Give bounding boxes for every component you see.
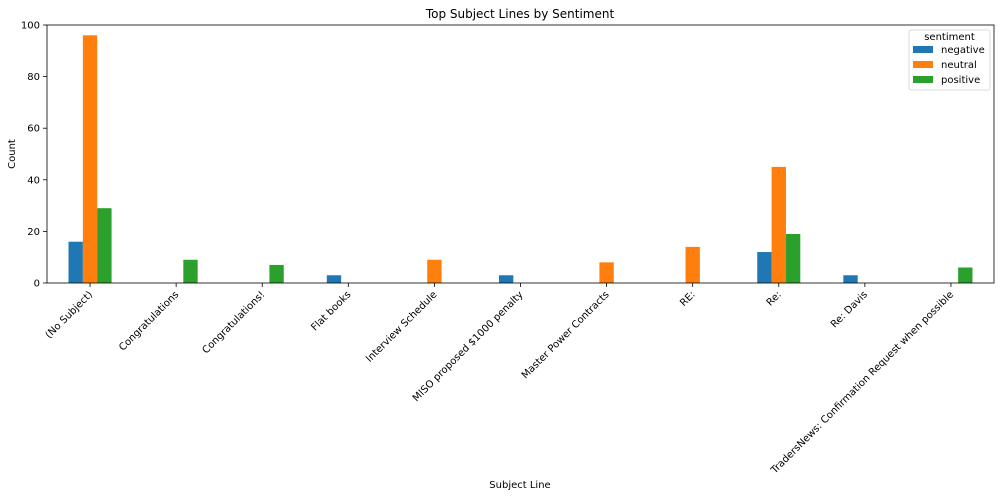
bar-neutral <box>685 246 700 283</box>
x-tick-label: RE: <box>678 289 698 309</box>
legend-box <box>908 29 991 91</box>
x-tick-label: Interview Schedule <box>364 289 439 364</box>
y-tick-label: 20 <box>27 227 40 238</box>
x-tick-label: TradersNews: Confirmation Request when p… <box>769 289 956 476</box>
bar-neutral <box>771 166 786 283</box>
x-tick-label: (No Subject) <box>44 289 96 341</box>
legend-swatch-positive <box>913 76 933 83</box>
bar-positive <box>183 259 198 283</box>
bar-negative <box>498 275 514 283</box>
legend-swatch-negative <box>913 46 933 53</box>
bar-positive <box>785 233 801 283</box>
bar-positive <box>958 267 973 283</box>
bar-neutral <box>427 259 442 283</box>
y-tick-label: 100 <box>21 21 40 32</box>
y-tick-label: 60 <box>27 124 40 135</box>
legend-title: sentiment <box>924 32 975 43</box>
bar-negative <box>326 275 342 283</box>
bar-positive <box>97 208 112 283</box>
x-tick-label: Flat books <box>309 289 353 333</box>
legend: sentiment negative neutral positive <box>908 29 991 91</box>
x-axis-label: Subject Line <box>489 480 550 491</box>
bar-neutral <box>82 35 98 283</box>
x-tick-label: Re: <box>765 289 784 308</box>
chart-title: Top Subject Lines by Sentiment <box>425 7 615 21</box>
y-tick-label: 0 <box>34 279 40 290</box>
x-tick-label: Re: Davis <box>829 289 870 330</box>
x-tick-label: Congratulations! <box>200 289 267 356</box>
x-tick-label: Congratulations <box>117 289 181 353</box>
bar-negative <box>68 241 83 283</box>
x-tick-label: Master Power Contracts <box>520 289 612 381</box>
plot-area: 0 20 40 60 80 100 (No Subject) Congratulations C… <box>21 21 995 477</box>
bar-neutral <box>599 262 614 283</box>
legend-entry-negative: negative <box>941 45 985 56</box>
bar-negative <box>843 275 858 283</box>
plot-frame <box>46 24 995 284</box>
y-axis-label: Count <box>7 139 18 169</box>
legend-swatch-neutral <box>913 61 933 68</box>
legend-entry-neutral: neutral <box>941 60 977 71</box>
legend-entry-positive: positive <box>941 75 980 86</box>
y-tick-label: 40 <box>27 175 40 186</box>
y-tick-label: 80 <box>27 72 40 83</box>
bar-positive <box>269 264 284 283</box>
bar-negative <box>757 252 772 283</box>
